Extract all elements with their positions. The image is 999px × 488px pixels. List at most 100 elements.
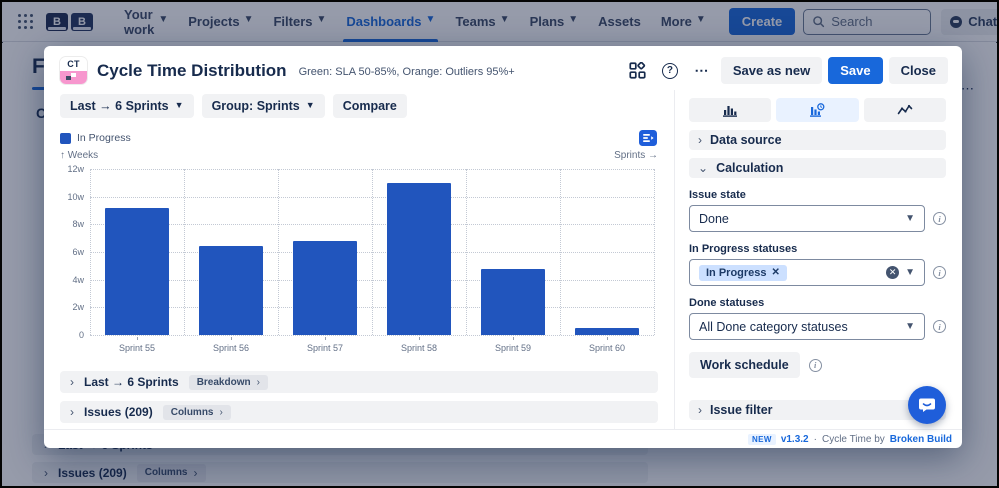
cycle-time-app-icon: CT — [60, 57, 87, 84]
done-statuses-label: Done statuses — [689, 297, 765, 309]
chevron-right-icon: › — [698, 133, 702, 147]
info-icon[interactable]: i — [808, 358, 822, 372]
info-icon[interactable]: i — [933, 320, 946, 333]
save-button[interactable]: Save — [828, 57, 883, 84]
x-tick — [607, 337, 608, 340]
chevron-down-icon: ▼ — [905, 321, 915, 332]
chart-section: Last → 6 Sprints ▼ Group: Sprints ▼ Compar… — [44, 90, 674, 429]
search-icon — [813, 16, 825, 28]
data-source-accordion[interactable]: › Data source — [689, 130, 946, 150]
breakdown-chip[interactable]: Breakdown › — [188, 374, 268, 390]
vendor-link[interactable]: Broken Build — [889, 433, 952, 445]
bar-sprint-57[interactable] — [293, 240, 357, 335]
issue-filter-accordion[interactable]: › Issue filter — [689, 400, 946, 420]
search-input[interactable]: Search — [803, 8, 932, 35]
y-axis-ticks: 0 2w 4w 6w 8w 10w 12w — [60, 164, 90, 340]
issues-accordion[interactable]: › Issues (209) Columns › — [60, 401, 658, 423]
sprint-range-filter[interactable]: Last → 6 Sprints ▼ — [60, 94, 194, 118]
search-placeholder: Search — [831, 14, 873, 29]
chevron-down-icon: ▼ — [243, 14, 254, 25]
group-by-filter[interactable]: Group: Sprints ▼ — [201, 94, 325, 118]
x-tick-label: Sprint 56 — [212, 343, 250, 353]
background-issues-row[interactable]: › Issues (209) Columns › — [32, 462, 648, 483]
gridline-h — [90, 335, 654, 336]
background-partial-text: C — [36, 105, 47, 121]
columns-chip[interactable]: Columns › — [136, 463, 206, 482]
x-tick — [325, 337, 326, 340]
nav-item-your-work[interactable]: Your work ▼ — [124, 6, 169, 37]
nav-item-filters[interactable]: Filters ▼ — [273, 14, 327, 29]
chevron-down-icon: ▼ — [905, 267, 915, 278]
chevron-down-icon: ▼ — [316, 14, 327, 25]
topbar-right: Search Chat ? ⚙ — [803, 8, 997, 35]
tab-cycle-time[interactable] — [776, 98, 859, 122]
x-tick-label: Sprint 55 — [118, 343, 156, 353]
chart-legend: In Progress — [60, 129, 658, 147]
bar-sprint-56[interactable] — [199, 246, 263, 335]
top-navigation-bar: B B Your work ▼ Projects ▼ Filters ▼ Dashboard… — [2, 2, 997, 42]
y-tick-label: 6w — [72, 247, 84, 257]
info-icon[interactable]: i — [933, 266, 946, 279]
y-tick-label: 0 — [78, 330, 84, 340]
cycle-time-modal: CT Cycle Time Distribution Green: SLA 50… — [44, 46, 962, 448]
chevron-down-icon: ▼ — [568, 14, 579, 25]
nav-item-plans[interactable]: Plans ▼ — [529, 14, 579, 29]
gridline-v — [466, 169, 467, 335]
issue-state-select[interactable]: Done ▼ — [689, 205, 925, 232]
tab-histogram[interactable] — [689, 98, 772, 122]
create-button[interactable]: Create — [728, 8, 796, 35]
bar-sprint-58[interactable] — [387, 182, 451, 335]
more-options-icon[interactable]: ⋯ — [694, 62, 710, 78]
done-statuses-select[interactable]: All Done category statuses ▼ — [689, 313, 925, 340]
gridline-v — [560, 169, 561, 335]
nav-item-teams[interactable]: Teams ▼ — [455, 14, 510, 29]
save-as-new-button[interactable]: Save as new — [720, 57, 823, 84]
chat-button[interactable]: Chat — [941, 8, 997, 35]
modal-actions: ? ⋯ Save as new Save Close — [625, 57, 948, 84]
in-progress-statuses-label: In Progress statuses — [689, 243, 798, 255]
compare-button[interactable]: Compare — [332, 94, 407, 118]
legend-color-swatch — [60, 132, 71, 144]
chevron-down-icon: ▼ — [305, 100, 315, 110]
in-progress-statuses-select[interactable]: In Progress ✕ ✕ ▼ — [689, 259, 925, 286]
cycle-time-bar-chart: 0 2w 4w 6w 8w 10w 12w Sprint 55 Sprint 56 Sprint… — [60, 164, 658, 361]
breakdown-accordion[interactable]: › Last → 6 Sprints Breakdown › — [60, 371, 658, 393]
chevron-down-icon: ▼ — [174, 100, 184, 110]
nav-item-more[interactable]: More ▼ — [660, 14, 706, 29]
chevron-down-icon: ▼ — [905, 213, 915, 224]
calculation-accordion[interactable]: ⌄ Calculation — [689, 158, 946, 178]
work-schedule-button[interactable]: Work schedule — [689, 352, 800, 378]
chart-display-settings-icon[interactable] — [638, 129, 658, 147]
bar-sprint-59[interactable] — [481, 268, 545, 335]
info-icon[interactable]: i — [933, 212, 946, 225]
dashboard-layout-icon[interactable] — [625, 58, 651, 84]
modal-help-icon[interactable]: ? — [657, 58, 683, 84]
bar-sprint-55[interactable] — [105, 207, 169, 335]
y-tick-label: 10w — [67, 191, 84, 202]
footer-separator: · — [813, 433, 817, 445]
chevron-down-icon: ▼ — [425, 14, 436, 25]
gridline-v — [90, 169, 91, 335]
gridline-v — [372, 169, 373, 335]
app-switcher-icon[interactable] — [18, 13, 34, 30]
tab-trend[interactable] — [863, 98, 946, 122]
logo-letter-2: B — [71, 12, 93, 31]
nav-item-assets[interactable]: Assets — [598, 14, 641, 29]
x-tick — [419, 337, 420, 340]
product-logo[interactable]: B B — [46, 12, 93, 31]
nav-item-projects[interactable]: Projects ▼ — [188, 14, 254, 29]
x-tick — [513, 337, 514, 340]
clear-all-icon[interactable]: ✕ — [886, 266, 900, 279]
remove-tag-icon[interactable]: ✕ — [771, 267, 780, 278]
chevron-right-icon: › — [44, 465, 48, 480]
chat-icon — [950, 15, 963, 28]
bar-sprint-60[interactable] — [575, 328, 639, 335]
chevron-down-icon: ▼ — [158, 14, 169, 25]
footer-text: Cycle Time by — [821, 433, 885, 445]
nav-item-dashboards[interactable]: Dashboards ▼ — [337, 2, 444, 42]
support-chat-fab[interactable] — [908, 386, 946, 424]
in-progress-tag[interactable]: In Progress ✕ — [699, 264, 787, 281]
close-button[interactable]: Close — [888, 57, 948, 84]
chevron-right-icon: › — [70, 375, 74, 389]
columns-chip[interactable]: Columns › — [162, 404, 231, 420]
